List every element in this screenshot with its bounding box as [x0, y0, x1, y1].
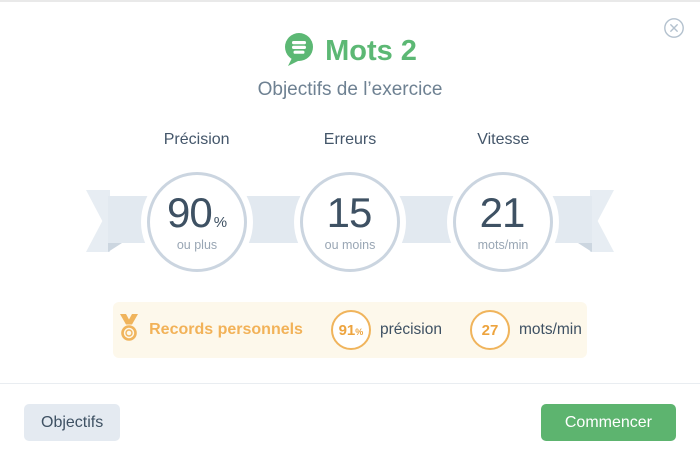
- close-icon: [663, 18, 685, 42]
- goal-circle-vitesse: 21 mots/min: [453, 172, 553, 272]
- modal-header: Mots 2: [0, 32, 700, 72]
- goal-label-erreurs: Erreurs: [323, 131, 377, 148]
- record-unit: %: [355, 326, 364, 337]
- goal-unit: %: [213, 214, 228, 231]
- modal-subtitle: Objectifs de l’exercice: [257, 79, 443, 100]
- record-number: 27: [481, 321, 499, 339]
- goal-label-vitesse: Vitesse: [477, 131, 530, 148]
- modal-top-edge: [0, 0, 700, 2]
- close-button[interactable]: [663, 17, 685, 39]
- exercise-title: Mots 2: [325, 35, 417, 68]
- goal-qualifier: ou moins: [324, 238, 376, 252]
- speech-bubble-icon: [283, 32, 315, 72]
- medal-icon: [118, 313, 140, 347]
- record-circle: 27: [469, 310, 510, 350]
- record-circle: 91%: [330, 310, 371, 350]
- record-value: 27: [482, 322, 499, 339]
- record-value: 91%: [339, 322, 364, 339]
- personal-records-bar: Records personnels 91% précision 27 mots…: [113, 302, 587, 358]
- record-number: 91: [338, 321, 356, 339]
- goal-number: 21: [479, 189, 526, 236]
- goal-qualifier: ou plus: [176, 238, 218, 252]
- goal-value: 15: [327, 192, 374, 234]
- goal-labels-row: Précision Erreurs Vitesse: [120, 131, 580, 149]
- records-title: Records personnels: [149, 321, 303, 338]
- goal-number: 15: [326, 189, 373, 236]
- record-label: mots/min: [518, 321, 582, 338]
- ribbon-tail-right: [590, 190, 614, 252]
- ribbon-tail-left: [86, 190, 110, 252]
- record-label: précision: [379, 321, 442, 338]
- goal-circle-erreurs: 15 ou moins: [300, 172, 400, 272]
- footer-divider: [0, 383, 700, 384]
- ribbon-fold-right: [578, 243, 592, 252]
- goal-circle-precision: 90% ou plus: [147, 172, 247, 272]
- record-item-precision: 91% précision: [330, 310, 442, 350]
- goal-label-precision: Précision: [163, 131, 230, 148]
- goal-qualifier: mots/min: [477, 238, 529, 252]
- goal-number: 90: [166, 189, 213, 236]
- goal-value: 90%: [167, 192, 227, 234]
- goal-value: 21: [480, 192, 527, 234]
- start-button[interactable]: Commencer: [540, 404, 676, 441]
- ribbon-fold-left: [108, 243, 122, 252]
- record-item-speed: 27 mots/min: [469, 310, 582, 350]
- objectives-button[interactable]: Objectifs: [24, 404, 121, 441]
